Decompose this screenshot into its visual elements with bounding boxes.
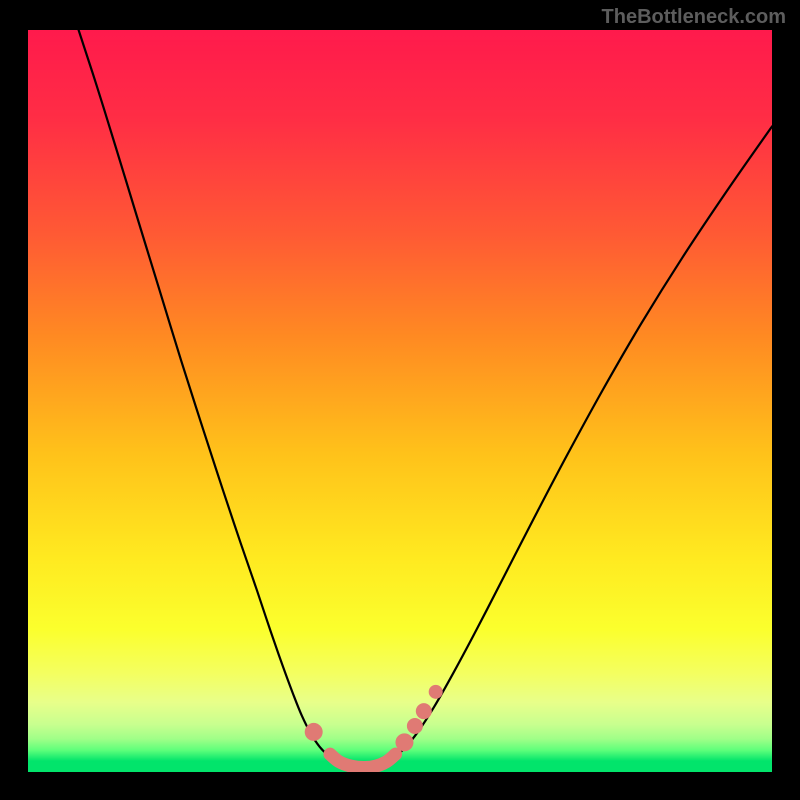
salmon-dot xyxy=(429,685,443,699)
salmon-valley-segment xyxy=(330,754,395,767)
bottleneck-curve-path xyxy=(79,30,772,766)
watermark-text: TheBottleneck.com xyxy=(602,6,786,29)
bottleneck-curve xyxy=(28,30,772,772)
salmon-dot xyxy=(416,703,432,719)
salmon-dot xyxy=(407,718,423,734)
salmon-dot xyxy=(305,723,323,741)
salmon-dot xyxy=(395,733,413,751)
salmon-dot xyxy=(324,748,337,761)
plot-area xyxy=(28,30,772,772)
